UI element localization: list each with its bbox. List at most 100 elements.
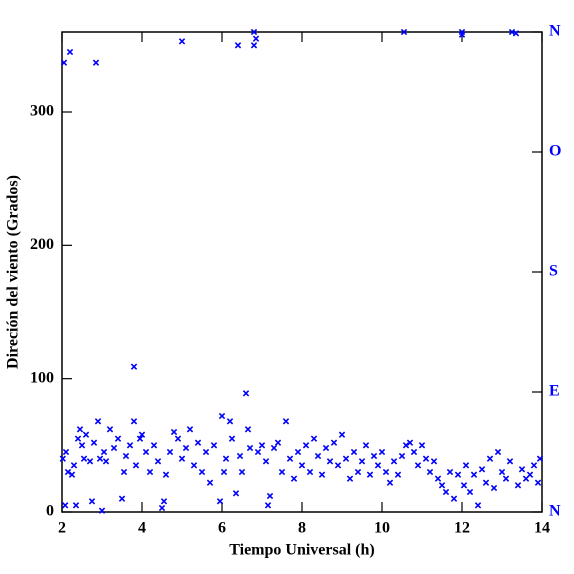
point [90, 439, 98, 446]
point [198, 468, 206, 476]
point [478, 466, 486, 473]
point [110, 444, 118, 452]
point [536, 455, 544, 462]
point [60, 59, 68, 66]
point [252, 35, 260, 42]
x-tick-label: 4 [138, 520, 146, 537]
point [490, 484, 498, 492]
point [174, 435, 182, 442]
y2-tick-label: O [549, 143, 561, 160]
x-tick-label: 2 [58, 520, 66, 537]
point [262, 458, 270, 465]
point [514, 482, 522, 489]
point [418, 442, 426, 449]
point [374, 462, 382, 469]
point [138, 431, 146, 438]
point [88, 498, 96, 505]
point [426, 468, 434, 476]
point [454, 471, 462, 478]
point [74, 435, 82, 442]
y-tick-label: 300 [30, 103, 54, 120]
point [246, 444, 254, 452]
point [342, 455, 350, 462]
point [94, 418, 102, 425]
point [158, 504, 166, 512]
y2-tick-label: E [549, 383, 560, 400]
point [232, 490, 240, 497]
point [182, 444, 190, 452]
point [122, 452, 130, 460]
point [314, 452, 322, 460]
point [378, 448, 386, 456]
point [282, 418, 290, 425]
point [242, 390, 250, 397]
point [430, 458, 438, 465]
x-tick-label: 10 [374, 520, 390, 537]
point [82, 431, 90, 438]
point [482, 479, 490, 486]
point [226, 418, 234, 425]
point [258, 442, 266, 449]
point [120, 468, 128, 476]
point [410, 448, 418, 456]
point [220, 468, 228, 476]
point [70, 462, 78, 469]
y2-tick-label: S [549, 263, 558, 280]
point [150, 442, 158, 449]
point [59, 455, 66, 462]
point [526, 471, 534, 478]
point [414, 462, 422, 469]
point [390, 458, 398, 465]
point [398, 452, 406, 460]
y2-tick-label: N [549, 503, 561, 520]
point [362, 442, 370, 449]
point [66, 48, 74, 56]
x-tick-label: 14 [534, 520, 550, 537]
point [68, 471, 76, 478]
point [346, 475, 354, 482]
point [264, 502, 272, 509]
y2-tick-label: N [549, 23, 561, 40]
point [76, 426, 84, 433]
point [354, 468, 362, 476]
point [434, 475, 442, 482]
point [446, 468, 454, 476]
point [326, 458, 334, 465]
point [534, 479, 542, 486]
x-tick-label: 12 [454, 520, 470, 537]
point [450, 495, 458, 502]
point [498, 468, 506, 476]
point [234, 42, 242, 49]
point [96, 455, 104, 462]
point [178, 38, 186, 45]
point [406, 439, 414, 446]
point [470, 471, 478, 478]
point [298, 462, 306, 469]
point [530, 462, 538, 469]
point [442, 488, 450, 496]
point [132, 462, 140, 469]
y-tick-label: 100 [30, 369, 54, 386]
point [438, 482, 446, 489]
point [486, 455, 494, 462]
point [106, 426, 114, 433]
point [330, 439, 338, 446]
x-tick-label: 6 [218, 520, 226, 537]
point [254, 448, 262, 456]
point [130, 363, 138, 370]
point [130, 418, 138, 425]
point [302, 442, 310, 449]
point [218, 412, 226, 420]
point [394, 471, 402, 478]
plot-frame [61, 31, 543, 513]
point [382, 468, 390, 476]
point [338, 431, 346, 438]
point [126, 442, 134, 449]
point [506, 458, 514, 465]
point [334, 462, 342, 469]
point [358, 458, 366, 465]
point [228, 435, 236, 442]
point [250, 28, 258, 36]
point [508, 28, 516, 36]
